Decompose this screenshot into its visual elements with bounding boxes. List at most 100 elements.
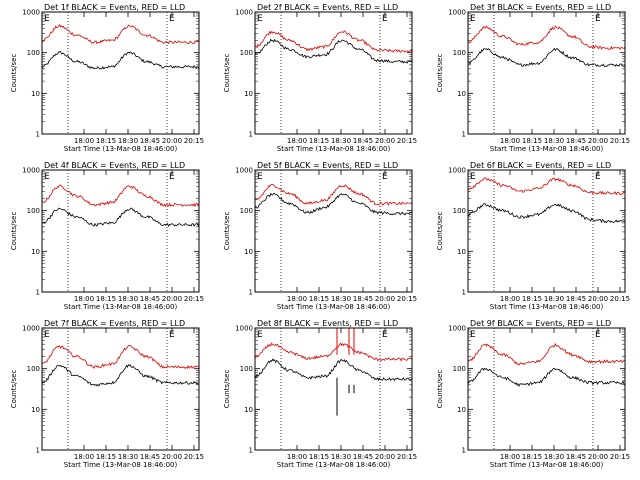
detector-panel-5: Det 5f BLACK = Events, RED = LLD 1 10 100 10… xyxy=(223,161,417,311)
y-tick-label: 10 xyxy=(244,406,253,414)
lld-series-line xyxy=(41,184,200,208)
lld-series-line xyxy=(41,344,200,370)
y-axis-label: Counts/sec xyxy=(10,54,18,93)
marker-label: E xyxy=(470,172,476,182)
y-tick-label: 10 xyxy=(31,406,40,414)
y-tick-label: 100 xyxy=(27,365,40,373)
x-tick-label: 20:15 xyxy=(610,137,630,145)
events-series-line xyxy=(254,192,413,216)
y-tick-label: 10 xyxy=(244,248,253,256)
y-tick-label: 100 xyxy=(453,207,466,215)
panel-title: Det 6f BLACK = Events, RED = LLD xyxy=(470,161,611,170)
x-tick-label: 20:15 xyxy=(397,295,417,303)
panel-title: Det 7f BLACK = Events, RED = LLD xyxy=(44,319,185,328)
x-tick-label: 18:45 xyxy=(566,295,586,303)
x-tick-label: 20:00 xyxy=(375,453,395,461)
x-tick-label: 18:00 xyxy=(500,295,520,303)
x-tick-label: 20:00 xyxy=(588,137,608,145)
y-tick-label: 1 xyxy=(249,131,253,139)
y-tick-label: 100 xyxy=(240,365,253,373)
y-tick-label: 1 xyxy=(249,447,253,455)
events-series-line xyxy=(41,207,200,227)
marker-label: E xyxy=(382,330,388,340)
events-series-line xyxy=(467,203,626,224)
x-tick-label: 20:00 xyxy=(162,295,182,303)
x-tick-label: 20:15 xyxy=(184,295,204,303)
panel-title: Det 5f BLACK = Events, RED = LLD xyxy=(257,161,398,170)
lld-series-line xyxy=(254,184,413,206)
y-axis-label: Counts/sec xyxy=(223,212,231,251)
x-tick-label: 18:30 xyxy=(544,453,564,461)
y-tick-label: 1000 xyxy=(22,325,40,333)
y-tick-label: 100 xyxy=(27,207,40,215)
marker-label: E xyxy=(257,172,263,182)
plot-frame xyxy=(254,327,413,451)
x-tick-label: 18:30 xyxy=(331,295,351,303)
x-tick-label: 18:00 xyxy=(287,453,307,461)
events-series-line xyxy=(254,358,412,382)
lld-series-line xyxy=(41,24,200,45)
panel-title: Det 2f BLACK = Events, RED = LLD xyxy=(257,3,398,12)
detector-panel-6: Det 6f BLACK = Events, RED = LLD 1 10 100 10… xyxy=(436,161,630,311)
detector-panel-7: Det 7f BLACK = Events, RED = LLD 1 10 100 10… xyxy=(10,319,204,469)
x-tick-label: 20:00 xyxy=(588,453,608,461)
detector-panel-4: Det 4f BLACK = Events, RED = LLD 1 10 100 10… xyxy=(10,161,204,311)
plot-frame xyxy=(254,11,413,135)
plot-frame xyxy=(41,327,200,451)
y-tick-label: 10 xyxy=(457,406,466,414)
y-tick-label: 1000 xyxy=(448,9,466,17)
lld-series-line xyxy=(467,342,626,366)
detector-panel-1: Det 1f BLACK = Events, RED = LLD 1 10 100 10… xyxy=(10,3,204,153)
marker-label: E xyxy=(169,172,175,182)
x-tick-label: 18:30 xyxy=(118,453,138,461)
x-tick-label: 18:45 xyxy=(353,295,373,303)
x-tick-label: 18:30 xyxy=(331,137,351,145)
y-tick-label: 10 xyxy=(457,90,466,98)
x-axis-label: Start Time (13-Mar-08 18:46:00) xyxy=(64,303,178,311)
marker-label: E xyxy=(257,330,263,340)
x-tick-label: 18:30 xyxy=(544,137,564,145)
x-tick-label: 20:00 xyxy=(375,295,395,303)
x-tick-label: 18:45 xyxy=(140,295,160,303)
y-tick-label: 1 xyxy=(462,131,466,139)
x-tick-label: 18:00 xyxy=(74,453,94,461)
x-tick-label: 20:15 xyxy=(610,453,630,461)
y-axis-label: Counts/sec xyxy=(436,370,444,409)
marker-label: E xyxy=(470,14,476,24)
x-tick-label: 20:15 xyxy=(184,137,204,145)
x-tick-label: 20:00 xyxy=(162,453,182,461)
panel-title: Det 9f BLACK = Events, RED = LLD xyxy=(470,319,611,328)
x-tick-label: 20:15 xyxy=(610,295,630,303)
x-tick-label: 18:15 xyxy=(96,137,116,145)
x-tick-label: 18:15 xyxy=(522,453,542,461)
y-tick-label: 10 xyxy=(457,248,466,256)
x-axis-label: Start Time (13-Mar-08 18:46:00) xyxy=(64,145,178,153)
y-tick-label: 1000 xyxy=(22,167,40,175)
y-tick-label: 1 xyxy=(462,289,466,297)
x-tick-label: 18:30 xyxy=(331,453,351,461)
y-tick-label: 1 xyxy=(36,131,40,139)
x-tick-label: 20:15 xyxy=(184,453,204,461)
marker-label: E xyxy=(257,14,263,24)
x-tick-label: 18:45 xyxy=(140,137,160,145)
y-axis-label: Counts/sec xyxy=(10,370,18,409)
x-tick-label: 18:15 xyxy=(522,137,542,145)
x-axis-label: Start Time (13-Mar-08 18:46:00) xyxy=(277,145,391,153)
detector-panel-8: Det 8f BLACK = Events, RED = LLD 1 10 100 10… xyxy=(223,319,417,469)
plot-frame xyxy=(467,169,626,293)
plot-frame xyxy=(41,11,200,135)
panel-title: Det 4f BLACK = Events, RED = LLD xyxy=(44,161,185,170)
x-tick-label: 18:15 xyxy=(96,295,116,303)
marker-label: E xyxy=(595,172,601,182)
y-axis-label: Counts/sec xyxy=(223,54,231,93)
detector-panel-9: Det 9f BLACK = Events, RED = LLD 1 10 100 10… xyxy=(436,319,630,469)
x-tick-label: 18:00 xyxy=(74,137,94,145)
x-tick-label: 18:45 xyxy=(566,453,586,461)
y-tick-label: 1 xyxy=(249,289,253,297)
x-tick-label: 18:00 xyxy=(287,137,307,145)
x-tick-label: 18:45 xyxy=(140,453,160,461)
y-tick-label: 100 xyxy=(240,49,253,57)
lld-series-line xyxy=(254,30,413,53)
x-tick-label: 20:00 xyxy=(588,295,608,303)
x-tick-label: 18:45 xyxy=(566,137,586,145)
